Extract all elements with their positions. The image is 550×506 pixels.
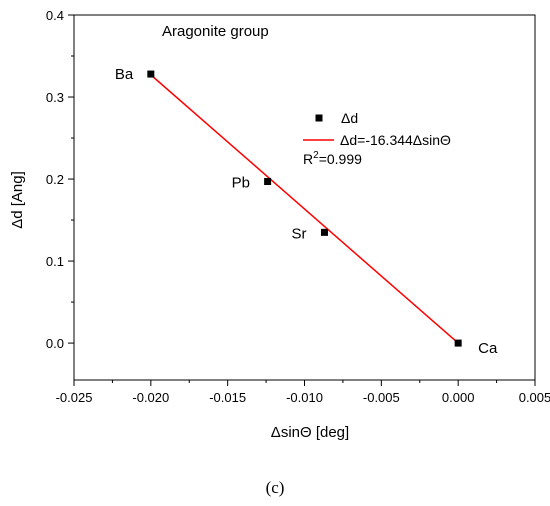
- legend: Δd Δd=-16.344ΔsinΘ R2=0.999: [303, 110, 451, 167]
- y-tick-label: 0.3: [46, 90, 64, 105]
- point-label: Sr: [291, 225, 306, 242]
- legend-label-fit: Δd=-16.344ΔsinΘ: [340, 132, 451, 148]
- y-tick-label: 0.2: [46, 172, 64, 187]
- legend-marker-square: [315, 114, 323, 122]
- r-squared-superscript: 2: [313, 150, 319, 161]
- plot-area-frame: [73, 14, 536, 381]
- chart-annotation: Aragonite group: [162, 23, 269, 40]
- x-axis-title: ΔsinΘ [deg]: [271, 424, 349, 441]
- r-squared-value: =0.999: [319, 151, 362, 167]
- data-points: [147, 70, 462, 347]
- point-label: Ba: [115, 66, 134, 83]
- r-squared-label: R2=0.999: [303, 150, 362, 167]
- x-tick-label: 0.005: [519, 390, 550, 405]
- r-squared-prefix: R: [303, 151, 313, 167]
- point-label: Ca: [478, 340, 498, 357]
- data-point: [454, 339, 462, 347]
- x-tick-label: -0.010: [286, 390, 323, 405]
- point-label: Pb: [232, 175, 250, 192]
- data-point: [320, 228, 328, 236]
- x-tick-label: -0.025: [56, 390, 93, 405]
- fit-line: [150, 74, 459, 344]
- legend-label-scatter: Δd: [341, 110, 358, 126]
- y-axis-title: Δd [Ang]: [9, 171, 26, 229]
- point-labels: Ba Pb Sr Ca: [115, 66, 498, 357]
- data-point: [264, 178, 272, 186]
- y-tick-label: 0.1: [46, 254, 64, 269]
- x-tick-label: -0.020: [132, 390, 169, 405]
- figure-caption: (c): [265, 478, 285, 497]
- data-point: [147, 70, 155, 78]
- x-tick-label: 0.000: [442, 390, 475, 405]
- x-tick-label: -0.005: [363, 390, 400, 405]
- y-tick-label: 0.0: [46, 336, 64, 351]
- x-tick-label: -0.015: [209, 390, 246, 405]
- y-tick-label: 0.4: [46, 8, 64, 23]
